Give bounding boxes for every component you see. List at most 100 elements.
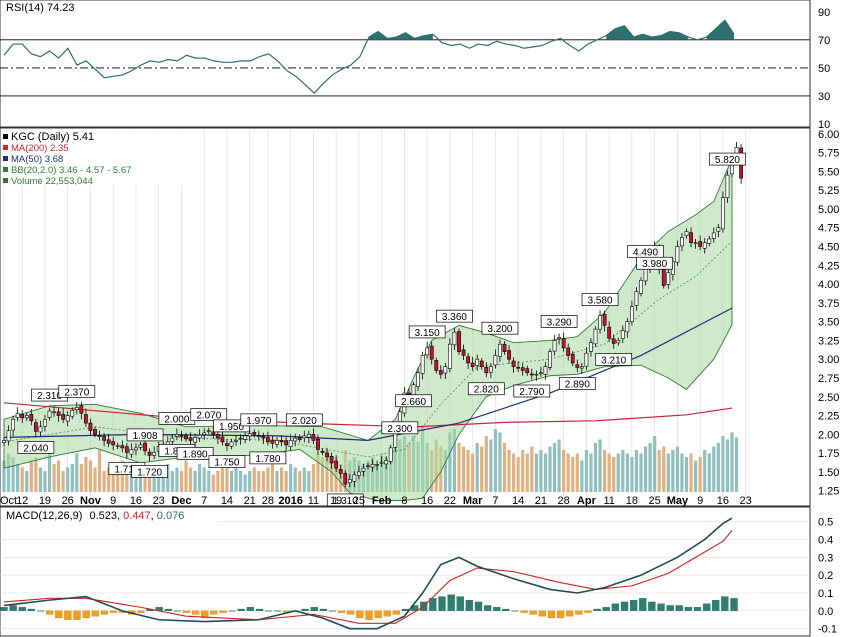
date-tick-label: 16 bbox=[717, 495, 729, 507]
legend-swatch bbox=[3, 145, 8, 150]
macd-hist-bar bbox=[137, 610, 145, 613]
macd-hist-bar bbox=[547, 610, 556, 619]
macd-hist-bar bbox=[730, 598, 738, 611]
candle-body bbox=[97, 435, 102, 437]
candle-body bbox=[711, 232, 716, 239]
volume-bar bbox=[138, 467, 143, 492]
volume-bar bbox=[216, 471, 220, 492]
price-tick-label: 5.50 bbox=[818, 166, 839, 178]
candle-body bbox=[11, 419, 16, 431]
candle-body bbox=[579, 366, 584, 369]
price-annotation-label: 2.820 bbox=[474, 385, 499, 396]
candle-body bbox=[129, 449, 134, 455]
macd-hist-bar bbox=[337, 610, 346, 613]
price-tick-label: 4.25 bbox=[818, 260, 839, 272]
macd-hist-bar bbox=[693, 607, 702, 611]
candle-body bbox=[543, 366, 548, 375]
candle-body bbox=[184, 435, 188, 440]
price-annotation-box bbox=[558, 377, 596, 390]
candle-body bbox=[461, 349, 466, 356]
volume-bar bbox=[466, 450, 470, 492]
date-tick-label: 25 bbox=[353, 495, 365, 507]
macd-hist-bar bbox=[27, 608, 36, 611]
rsi-tick-label: 50 bbox=[818, 63, 830, 75]
macd-hist-bar bbox=[228, 610, 236, 612]
candle-body bbox=[56, 411, 61, 416]
candle-body bbox=[247, 433, 252, 437]
candle-body bbox=[343, 473, 348, 485]
volume-bar bbox=[512, 453, 516, 492]
volume-bar bbox=[671, 450, 675, 492]
date-tick-label: 28 bbox=[558, 495, 570, 507]
date-tick-label: Dec bbox=[171, 495, 191, 507]
candle-body bbox=[206, 430, 211, 432]
price-tick-label: 5.00 bbox=[818, 204, 839, 216]
candle-body bbox=[2, 440, 6, 443]
volume-bar bbox=[298, 471, 302, 492]
macd-hist-bar bbox=[201, 610, 209, 619]
price-annotation-label: 1.908 bbox=[133, 431, 158, 442]
candle-body bbox=[152, 452, 157, 456]
macd-hist-bar bbox=[566, 610, 574, 617]
candle-body bbox=[725, 174, 730, 198]
volume-bar bbox=[689, 453, 693, 492]
macd-hist-bar bbox=[438, 596, 446, 611]
macd-hist-bar bbox=[182, 610, 191, 613]
candle-body bbox=[347, 479, 352, 484]
price-annotation-label: 1.710 bbox=[114, 464, 139, 475]
rsi-y-axis: 90 70 50 30 10 bbox=[818, 7, 830, 131]
date-tick-label: 16 bbox=[130, 495, 142, 507]
macd-hist-bar bbox=[91, 610, 99, 617]
price-annotation-label: 1.950 bbox=[219, 422, 244, 433]
candle-body bbox=[525, 368, 530, 374]
volume-bar bbox=[516, 457, 520, 492]
volume-bar bbox=[575, 453, 579, 492]
volume-bar bbox=[543, 453, 548, 492]
macd-hist-bar bbox=[109, 610, 118, 613]
price-annotation-box bbox=[636, 256, 674, 270]
macd-hist-bar bbox=[429, 598, 437, 611]
volume-bar bbox=[607, 453, 611, 492]
volume-bar bbox=[653, 436, 657, 492]
volume-bar bbox=[148, 467, 152, 492]
candle-body bbox=[74, 407, 79, 411]
volume-bar bbox=[93, 467, 97, 492]
macd-hist-bar bbox=[483, 605, 492, 611]
candle-body bbox=[15, 413, 20, 418]
macd-title-signal: 0.447 bbox=[123, 510, 151, 522]
candle-body bbox=[420, 355, 425, 374]
price-annotation-label: 2.040 bbox=[23, 443, 48, 454]
candle-body bbox=[175, 434, 179, 437]
price-annotation-label: 3.360 bbox=[442, 312, 467, 323]
volume-bar bbox=[566, 453, 570, 492]
price-annotation-label: 2.070 bbox=[196, 411, 221, 422]
volume-bar bbox=[457, 443, 461, 492]
legend-swatch bbox=[3, 156, 8, 161]
price-annotation-label: 1.890 bbox=[183, 449, 208, 460]
macd-hist-bar bbox=[310, 607, 318, 611]
date-tick-label: 14 bbox=[221, 495, 233, 507]
macd-hist-bar bbox=[702, 603, 711, 611]
candle-body bbox=[388, 447, 393, 462]
volume-bar bbox=[557, 439, 561, 492]
candle-body bbox=[639, 280, 643, 294]
candle-body bbox=[488, 366, 493, 373]
candle-body bbox=[361, 467, 366, 472]
candle-body bbox=[702, 242, 707, 249]
macd-hist-bar bbox=[493, 607, 501, 611]
volume-bar bbox=[6, 453, 11, 492]
candle-body bbox=[115, 445, 120, 447]
macd-lines bbox=[3, 517, 733, 630]
candle-body bbox=[134, 447, 138, 451]
price-tick-label: 2.75 bbox=[818, 373, 839, 385]
macd-hist-bar bbox=[584, 610, 592, 613]
volume-bar bbox=[11, 457, 15, 492]
candle-body bbox=[265, 437, 270, 443]
candle-body bbox=[225, 443, 229, 446]
volume-bar bbox=[120, 460, 124, 492]
macd-hist-bar bbox=[255, 608, 264, 611]
candle-body bbox=[570, 353, 575, 364]
date-tick-label: 7 bbox=[201, 495, 207, 507]
price-annotation-box bbox=[436, 309, 473, 323]
volume-bar bbox=[311, 464, 315, 492]
